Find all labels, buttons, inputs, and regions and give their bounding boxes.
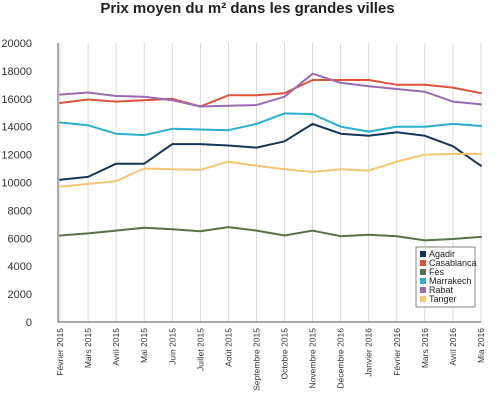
x-tick-labels: Février 2015 Mars 2015 Avril 2015 Mai 2015 J… [55, 328, 486, 391]
series-line-rabat [59, 72, 482, 108]
y-tick-label: 8000 [8, 205, 32, 217]
legend-swatch [420, 278, 426, 284]
x-tick-label: Juin 2015 [167, 328, 177, 365]
legend-swatch [420, 251, 426, 257]
axes [57, 43, 481, 323]
series-line-marrakech [59, 112, 482, 137]
x-tick-label: Octobre 2015 [280, 328, 290, 380]
x-tick-label: Septembre 2015 [251, 328, 261, 391]
y-tick-label: 18000 [1, 66, 32, 78]
series-line-casablanca [59, 79, 482, 108]
legend-label: Tanger [429, 294, 457, 304]
series-lines [59, 72, 482, 242]
legend-label: Fès [429, 267, 445, 277]
y-tick-label: 14000 [1, 122, 32, 134]
y-tick-labels: 0 2000 4000 6000 8000 10000 12000 14000 16000 180… [1, 38, 32, 329]
y-tick-label: 4000 [8, 261, 32, 273]
y-tick-label: 2000 [8, 289, 32, 301]
x-tick-label: Février 2016 [392, 328, 402, 376]
legend-swatch [420, 269, 426, 275]
legend-label: Marrakech [429, 276, 472, 286]
legend-swatch [420, 260, 426, 266]
x-tick-label: Mai 2015 [139, 328, 149, 363]
x-tick-label: Juillet 2015 [195, 328, 205, 371]
series-line-fs [59, 226, 482, 242]
y-tick-label: 10000 [1, 178, 32, 190]
y-tick-label: 16000 [1, 94, 32, 106]
y-tick-label: 20000 [1, 38, 32, 50]
legend-label: Agadir [429, 249, 455, 259]
x-tick-label: Novembre 2015 [308, 328, 318, 389]
series-line-agadir [59, 122, 482, 181]
y-tick-label: 6000 [8, 233, 32, 245]
x-tick-label: Mia 2016 [476, 328, 486, 363]
x-tick-label: Mars 2015 [83, 328, 93, 368]
chart-title: Prix moyen du m² dans les grandes villes [100, 0, 395, 17]
x-tick-label: Février 2015 [55, 328, 65, 376]
legend-swatch [420, 287, 426, 293]
x-tick-label: Mars 2016 [420, 328, 430, 368]
y-tick-label: 12000 [1, 150, 32, 162]
x-tick-label: Décembre 2016 [336, 328, 346, 389]
x-tick-label: Avril 2015 [111, 328, 121, 366]
y-tick-label: 0 [26, 317, 32, 329]
x-tick-label: Janvier 2016 [364, 328, 374, 377]
series-line-tanger [59, 152, 482, 188]
legend-label: Casablanca [429, 258, 477, 268]
legend-swatch [420, 296, 426, 302]
x-tick-label: Avril 2016 [448, 328, 458, 366]
legend-label: Rabat [429, 285, 454, 295]
x-tick-label: Août 2015 [223, 328, 233, 367]
